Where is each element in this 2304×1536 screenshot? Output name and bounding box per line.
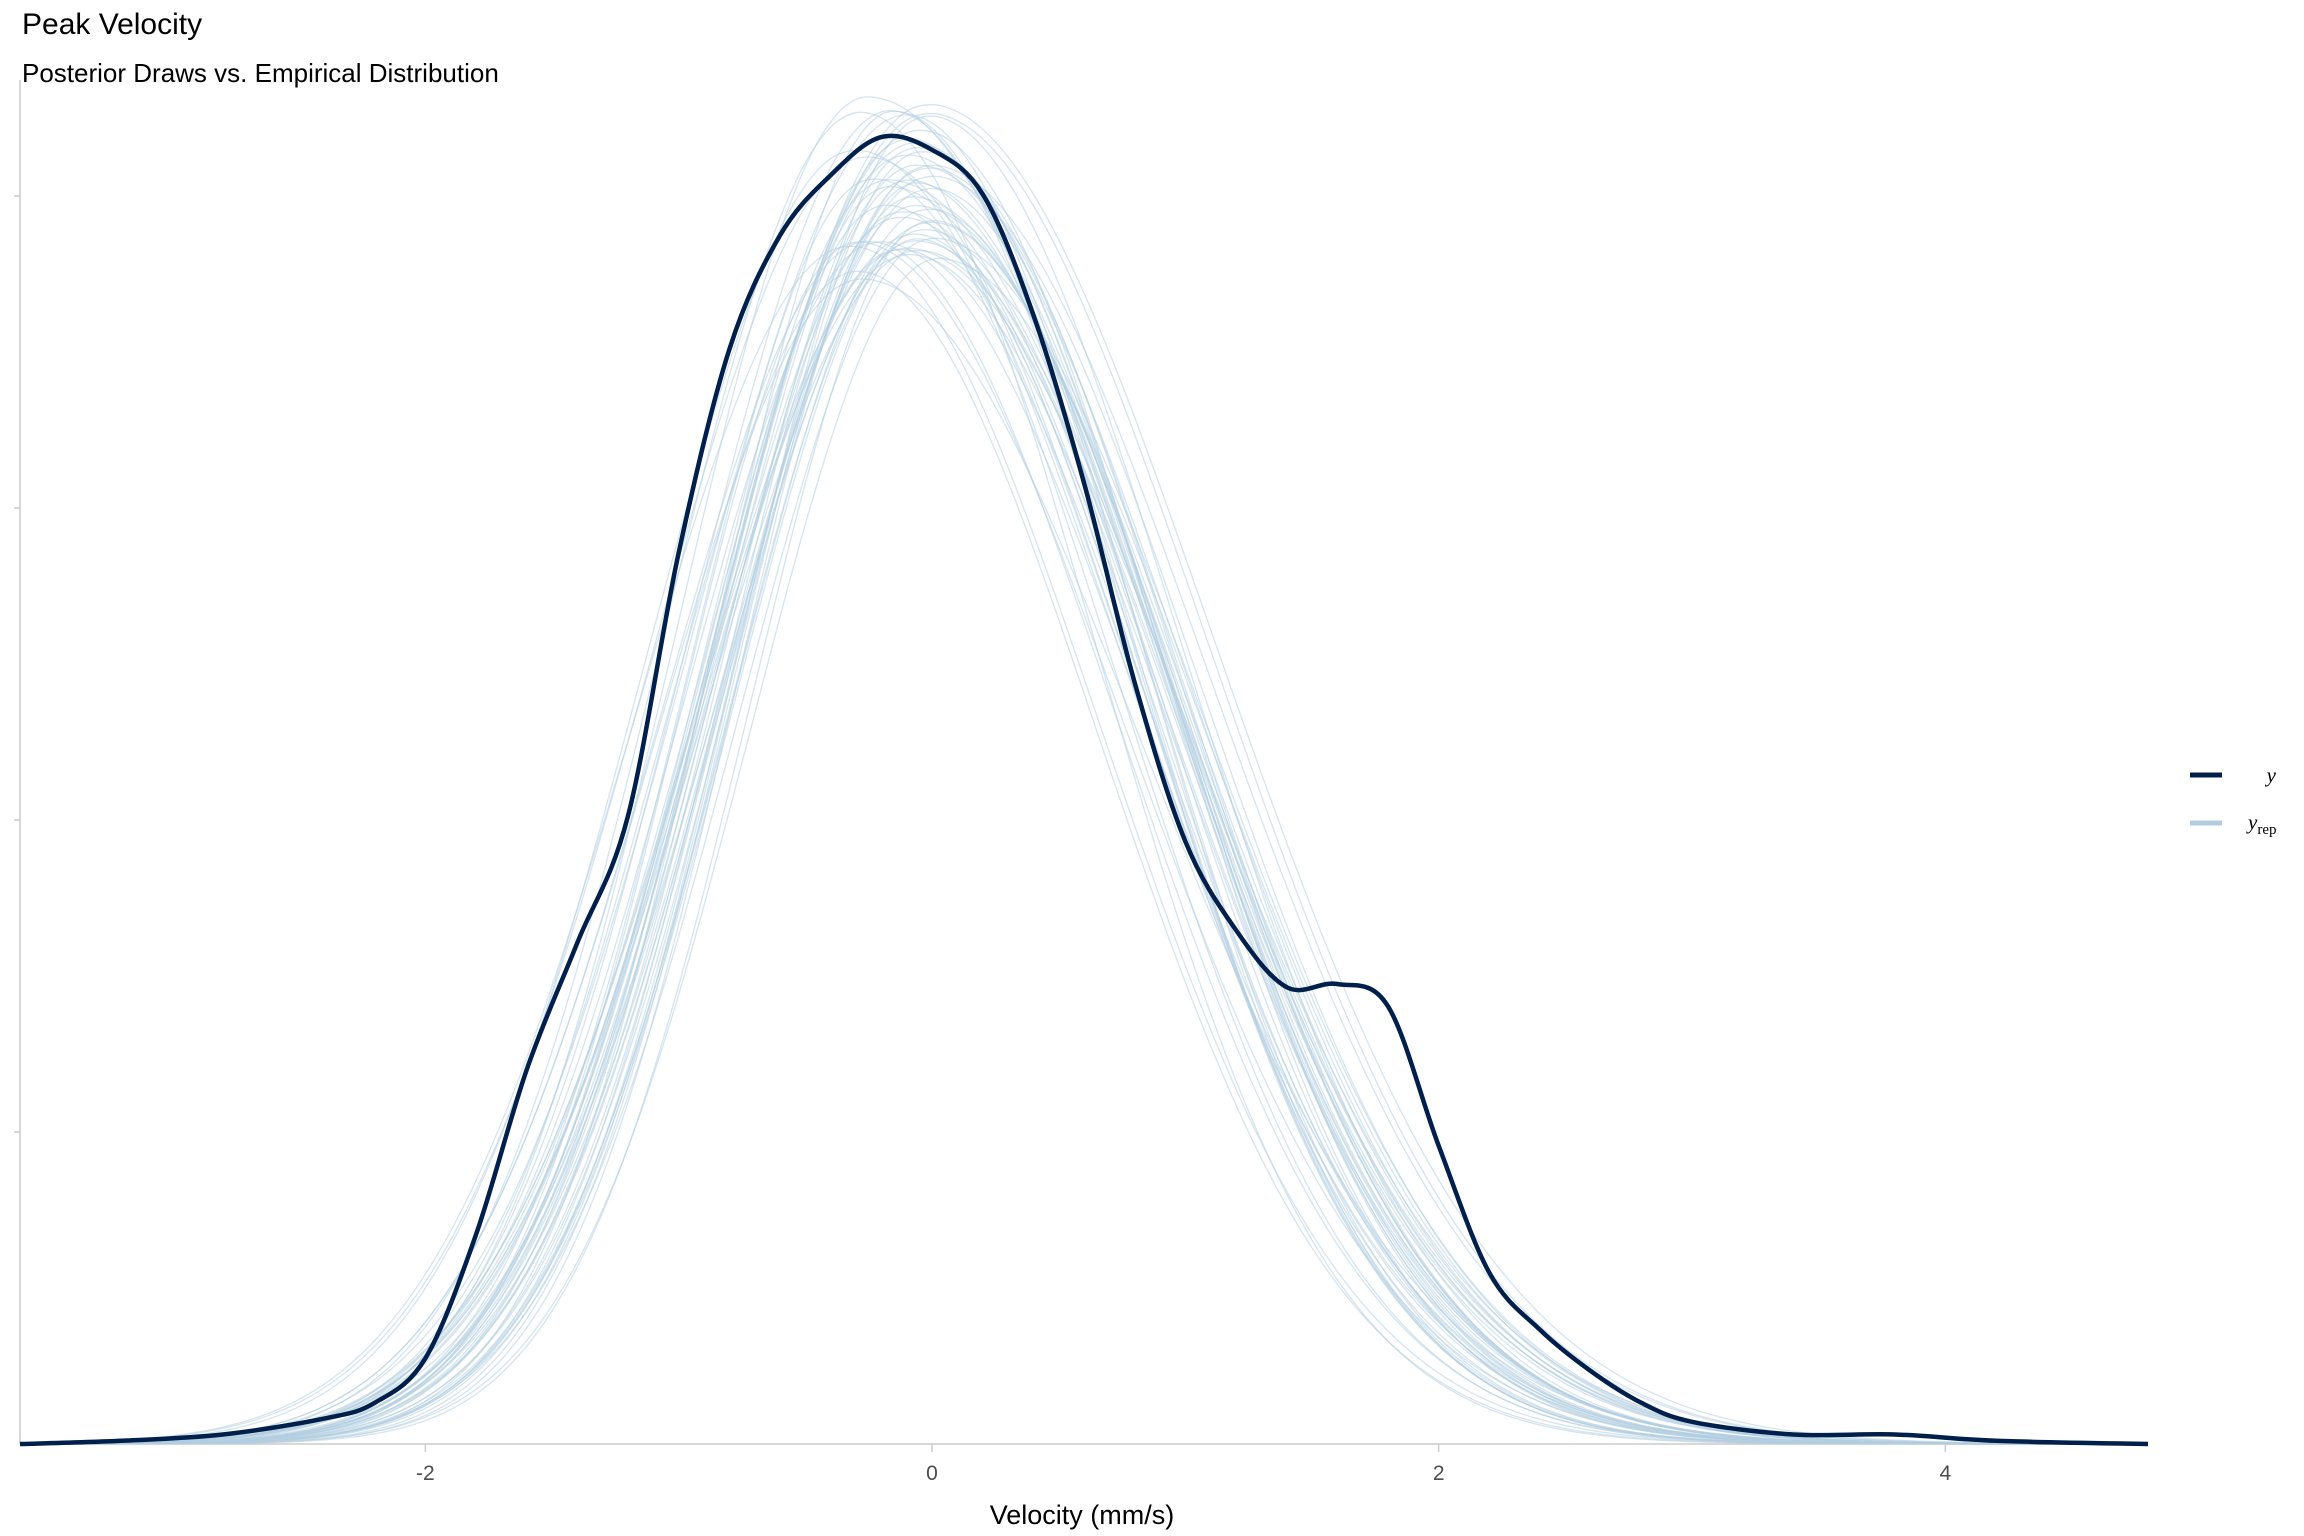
legend-label-yrep: yrep xyxy=(2246,810,2276,838)
yrep-density-line xyxy=(19,111,2148,1445)
x-tick-label: 0 xyxy=(926,1462,938,1485)
yrep-density-line xyxy=(19,138,2148,1445)
yrep-density-line xyxy=(19,104,2149,1445)
yrep-density-line xyxy=(19,147,2148,1445)
chart-title: Peak Velocity xyxy=(22,8,203,41)
legend: y yrep xyxy=(2190,763,2277,838)
observed-density-lines xyxy=(19,133,2149,1447)
yrep-density-line xyxy=(19,109,2148,1445)
yrep-density-line xyxy=(20,216,2148,1445)
yrep-density-line xyxy=(19,211,2148,1445)
chart-subtitle: Posterior Draws vs. Empirical Distributi… xyxy=(22,58,499,88)
yrep-density-line xyxy=(20,151,2148,1445)
yrep-density-line xyxy=(20,175,2149,1445)
yrep-density-line xyxy=(20,164,2149,1445)
replicate-density-lines xyxy=(19,96,2149,1445)
yrep-density-line xyxy=(19,241,2148,1445)
yrep-density-line xyxy=(19,114,2148,1445)
legend-label-y: y xyxy=(2265,763,2277,787)
yrep-density-line xyxy=(20,185,2148,1445)
yrep-density-line xyxy=(20,208,2148,1445)
axes xyxy=(14,80,2148,1445)
x-tick-label: 2 xyxy=(1433,1462,1445,1485)
yrep-density-line xyxy=(20,241,2148,1445)
yrep-density-line xyxy=(19,187,2148,1445)
y-density-line xyxy=(19,133,2149,1447)
yrep-density-line xyxy=(20,115,2148,1445)
x-tick-label: -2 xyxy=(416,1462,435,1485)
yrep-density-line xyxy=(19,240,2148,1445)
yrep-density-line xyxy=(19,129,2148,1445)
yrep-density-line xyxy=(20,110,2148,1445)
x-tick-label: 4 xyxy=(1939,1462,1951,1485)
yrep-density-line xyxy=(20,142,2148,1445)
x-axis-title: Velocity (mm/s) xyxy=(990,1500,1175,1530)
yrep-density-line xyxy=(19,167,2148,1445)
yrep-density-line xyxy=(20,196,2148,1445)
yrep-density-line xyxy=(19,149,2148,1445)
yrep-density-line xyxy=(20,182,2148,1445)
x-axis-ticks: -2 0 2 4 xyxy=(416,1444,1951,1485)
yrep-density-line xyxy=(19,112,2148,1445)
yrep-density-line xyxy=(20,96,2149,1445)
yrep-density-line xyxy=(19,253,2148,1445)
yrep-density-line xyxy=(20,164,2148,1445)
